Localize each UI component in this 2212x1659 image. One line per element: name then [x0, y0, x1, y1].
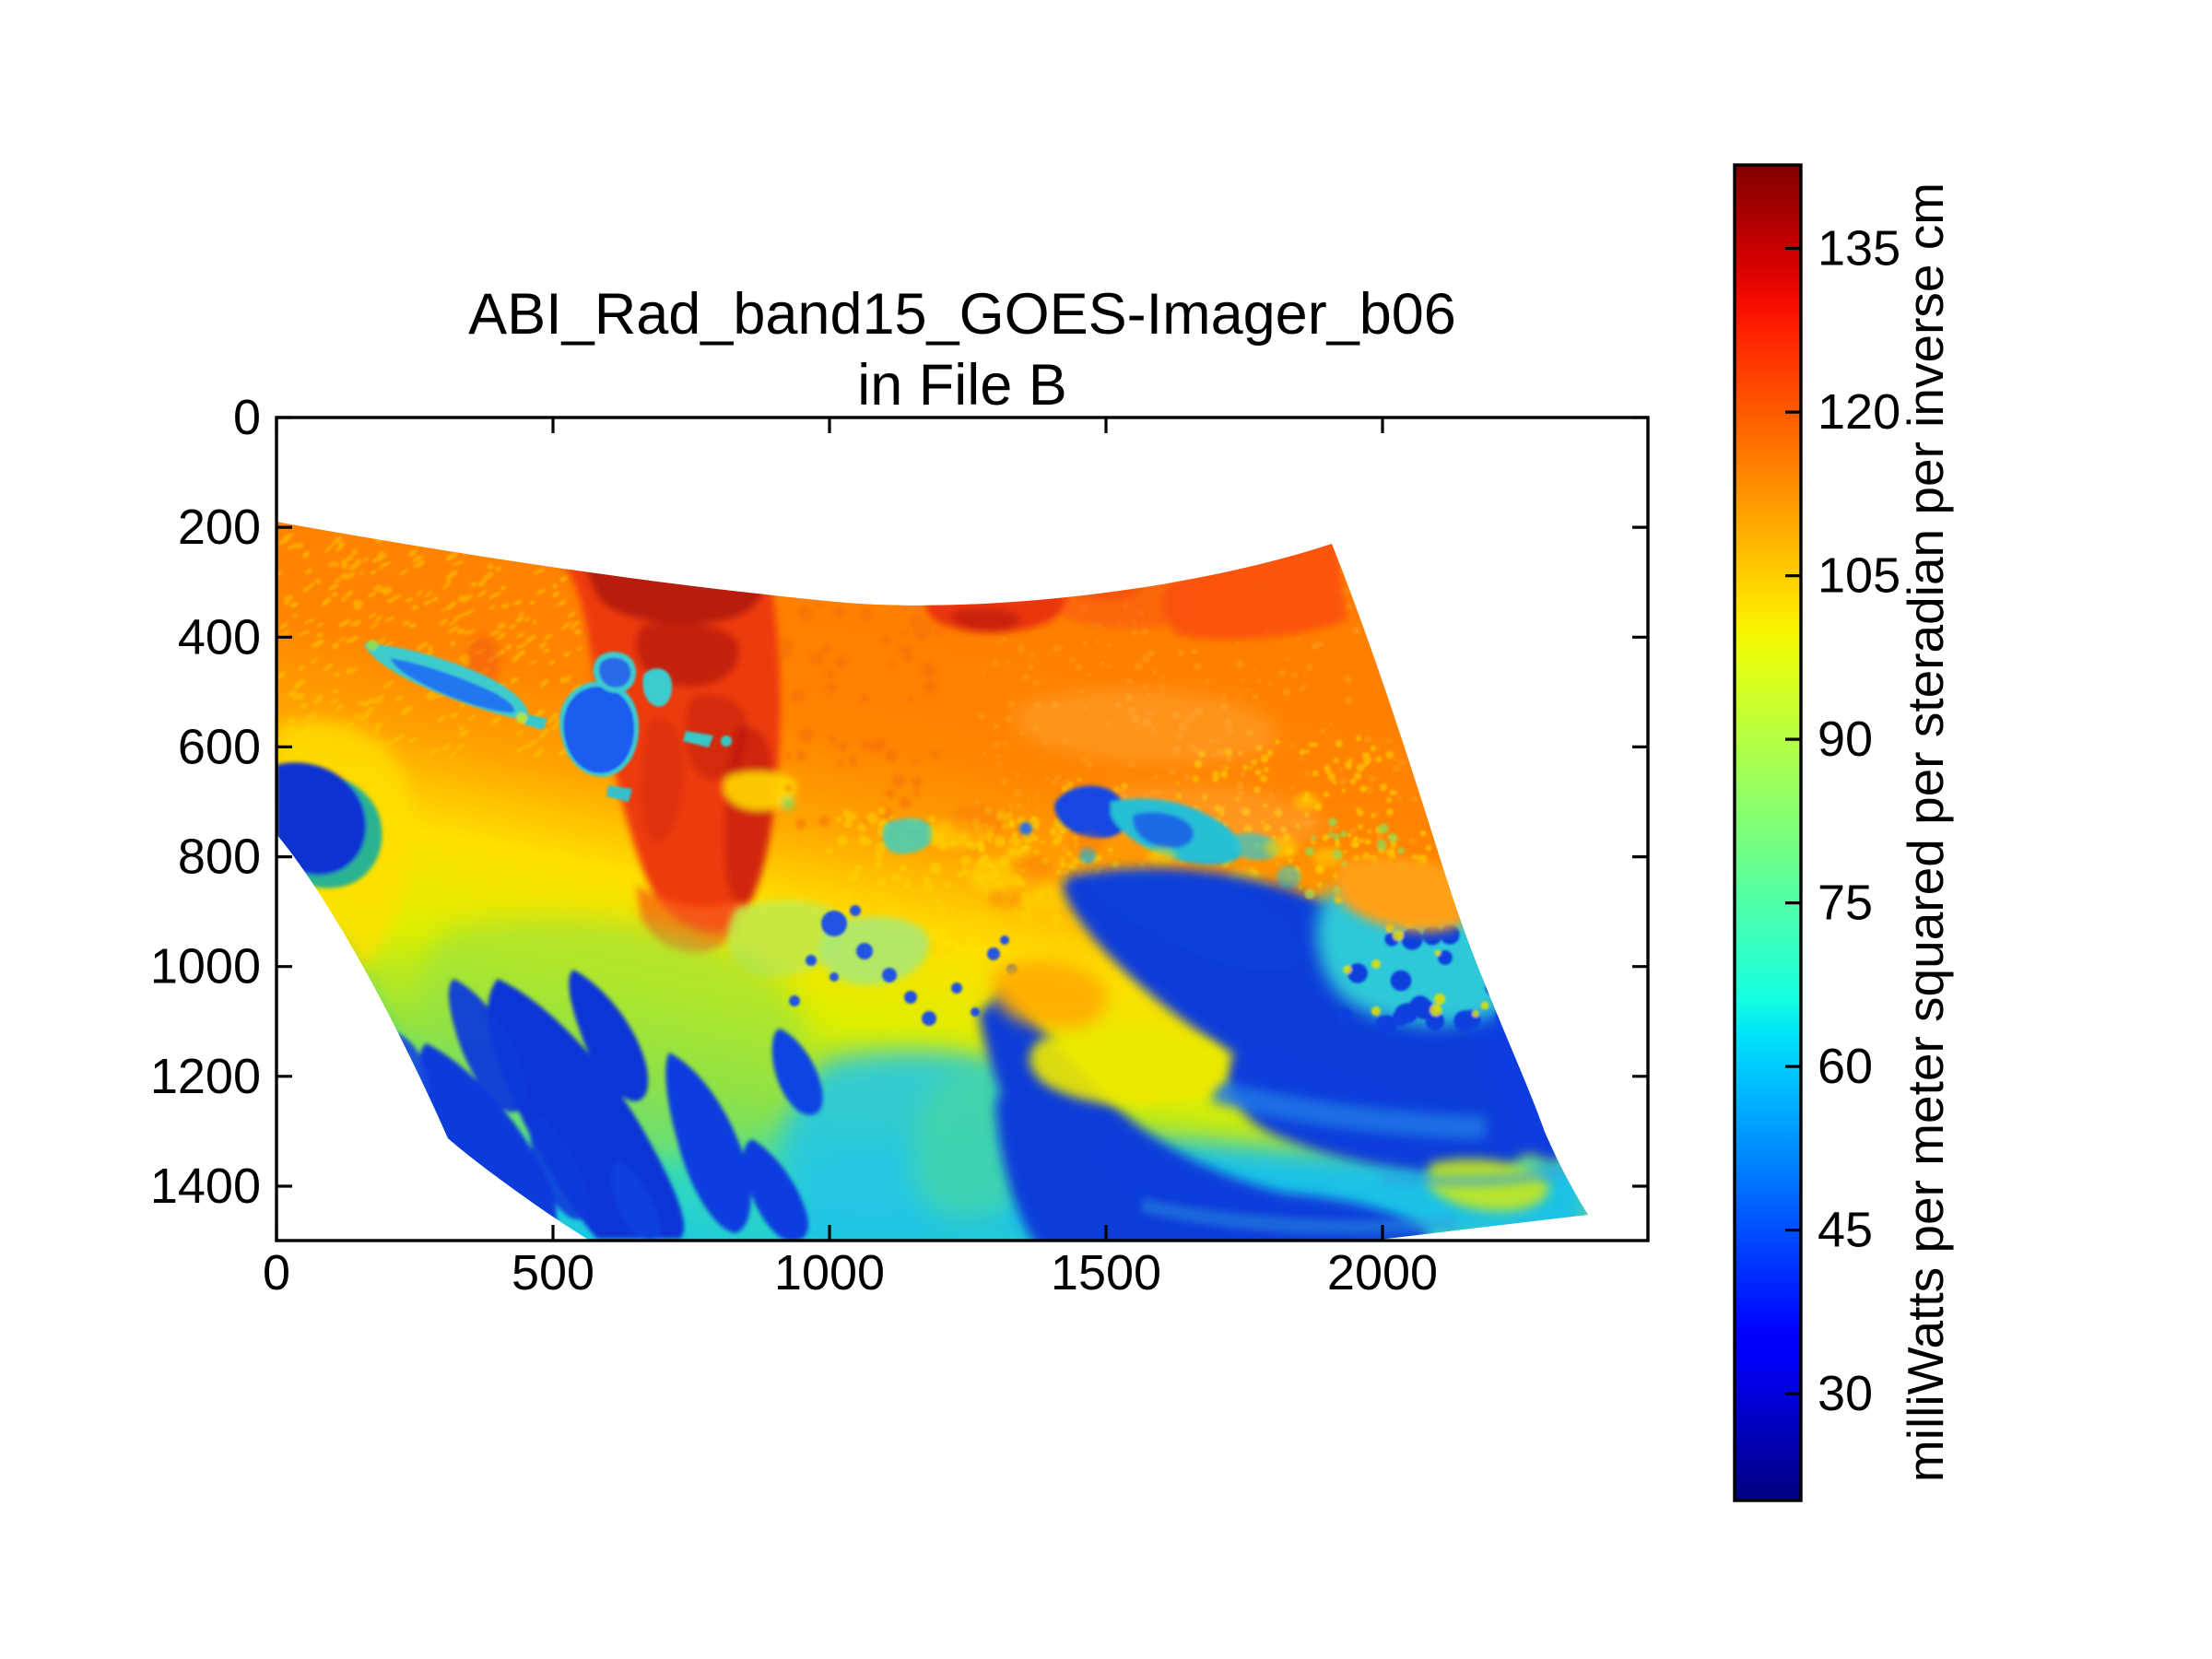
svg-text:1400: 1400	[150, 1159, 261, 1214]
svg-text:1500: 1500	[1051, 1245, 1161, 1300]
svg-text:ABI_Rad_band15_GOES-Imager_b06: ABI_Rad_band15_GOES-Imager_b06	[468, 282, 1456, 347]
svg-text:120: 120	[1818, 384, 1900, 440]
svg-text:75: 75	[1818, 876, 1873, 931]
svg-text:600: 600	[178, 719, 261, 774]
svg-text:45: 45	[1818, 1203, 1873, 1258]
svg-text:0: 0	[233, 390, 261, 445]
svg-text:1000: 1000	[150, 939, 261, 994]
svg-text:0: 0	[263, 1245, 290, 1300]
svg-text:milliWatts per meter squared p: milliWatts per meter squared per steradi…	[1897, 182, 1954, 1482]
svg-text:60: 60	[1818, 1039, 1873, 1094]
svg-text:400: 400	[178, 609, 261, 665]
svg-text:1200: 1200	[150, 1049, 261, 1104]
svg-text:800: 800	[178, 830, 261, 885]
svg-text:30: 30	[1818, 1366, 1873, 1421]
svg-text:90: 90	[1818, 712, 1873, 767]
svg-text:in File B: in File B	[857, 353, 1067, 418]
svg-text:1000: 1000	[774, 1245, 885, 1300]
svg-text:2000: 2000	[1327, 1245, 1438, 1300]
svg-text:135: 135	[1818, 221, 1900, 276]
svg-text:500: 500	[512, 1245, 594, 1300]
svg-text:200: 200	[178, 500, 261, 555]
svg-text:105: 105	[1818, 548, 1900, 604]
